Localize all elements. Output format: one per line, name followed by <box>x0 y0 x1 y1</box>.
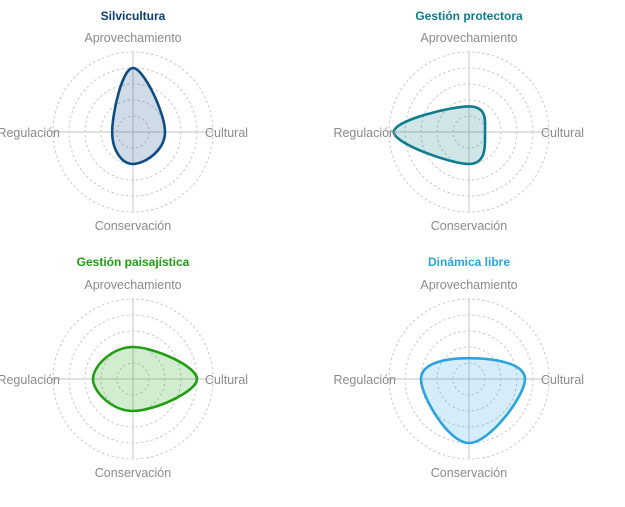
radar-panel: Dinámica libre Aprovechamiento Cultural Con… <box>333 255 584 480</box>
radar-shape <box>392 105 487 166</box>
radar-panel: Silvicultura Aprovechamiento Cultural Conse… <box>0 9 248 233</box>
axis-label: Regulación <box>333 126 396 140</box>
axis-label: Aprovechamiento <box>420 278 517 292</box>
chart-title: Dinámica libre <box>428 255 510 269</box>
radar-shape <box>110 66 167 166</box>
axis-label: Aprovechamiento <box>420 31 517 45</box>
axis-label: Cultural <box>205 126 248 140</box>
axis-label: Aprovechamiento <box>84 31 181 45</box>
axis-label: Conservación <box>95 219 171 233</box>
radar-shape <box>419 356 527 445</box>
axis-label: Regulación <box>0 373 60 387</box>
chart-title: Gestión protectora <box>415 9 523 23</box>
radar-shape <box>91 345 199 413</box>
axis-label: Aprovechamiento <box>84 278 181 292</box>
radar-panel: Gestión paisajística Aprovechamiento Cultu… <box>0 255 248 480</box>
axis-label: Cultural <box>541 126 584 140</box>
axis-label: Regulación <box>333 373 396 387</box>
axis-label: Regulación <box>0 126 60 140</box>
axis-label: Cultural <box>205 373 248 387</box>
axis-label: Conservación <box>95 466 171 480</box>
axis-label: Conservación <box>431 219 507 233</box>
axis-label: Cultural <box>541 373 584 387</box>
axis-label: Conservación <box>431 466 507 480</box>
radar-panel: Gestión protectora Aprovechamiento Cultura… <box>333 9 584 233</box>
chart-title: Gestión paisajística <box>77 255 190 269</box>
chart-title: Silvicultura <box>101 9 166 23</box>
